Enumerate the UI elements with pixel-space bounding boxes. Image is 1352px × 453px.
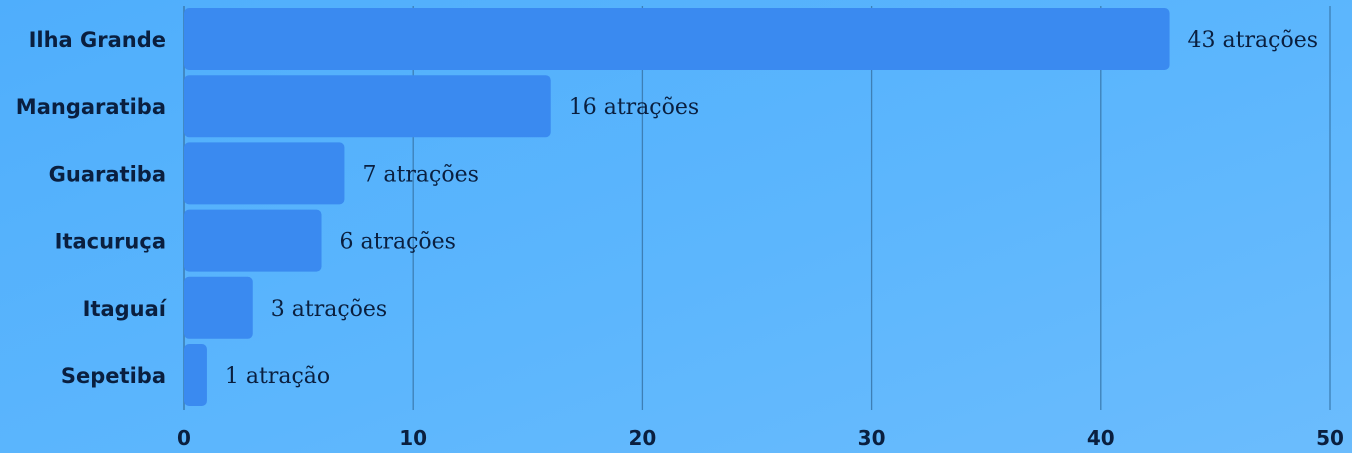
data-label-guaratiba: 7 atrações: [362, 162, 478, 187]
bar-mangaratiba: [184, 75, 551, 138]
data-label-itacuruca: 6 atrações: [340, 230, 456, 255]
data-label-itaguai: 3 atrações: [271, 297, 387, 322]
category-label-mangaratiba: Mangaratiba: [16, 95, 166, 119]
bar-layer: [184, 8, 1170, 406]
category-label-itaguai: Itaguaí: [83, 297, 168, 321]
label-layer: Ilha Grande 43 atrações Mangaratiba 16 atra…: [16, 28, 1318, 389]
x-tick-label-0: 0: [177, 426, 191, 450]
x-tick-label-40: 40: [1087, 426, 1115, 450]
data-label-mangaratiba: 16 atrações: [569, 95, 699, 120]
bar-itaguai: [184, 276, 253, 339]
grid-layer: [183, 6, 1331, 410]
x-tick-label-30: 30: [858, 426, 886, 450]
x-tick-label-20: 20: [628, 426, 656, 450]
category-label-itacuruca: Itacuruça: [55, 230, 166, 254]
bar-ilha-grande: [184, 8, 1170, 70]
category-label-guaratiba: Guaratiba: [49, 162, 166, 186]
bar-itacuruca: [184, 209, 322, 272]
bar-guaratiba: [184, 142, 345, 205]
category-label-ilha-grande: Ilha Grande: [29, 28, 166, 52]
bar-sepetiba: [184, 344, 207, 406]
tick-layer: 0 10 20 30 40 50: [177, 426, 1344, 450]
data-label-sepetiba: 1 atração: [225, 364, 330, 389]
data-label-ilha-grande: 43 atrações: [1188, 28, 1318, 53]
category-label-sepetiba: Sepetiba: [61, 364, 166, 388]
x-tick-label-10: 10: [399, 426, 427, 450]
x-tick-label-50: 50: [1316, 426, 1344, 450]
